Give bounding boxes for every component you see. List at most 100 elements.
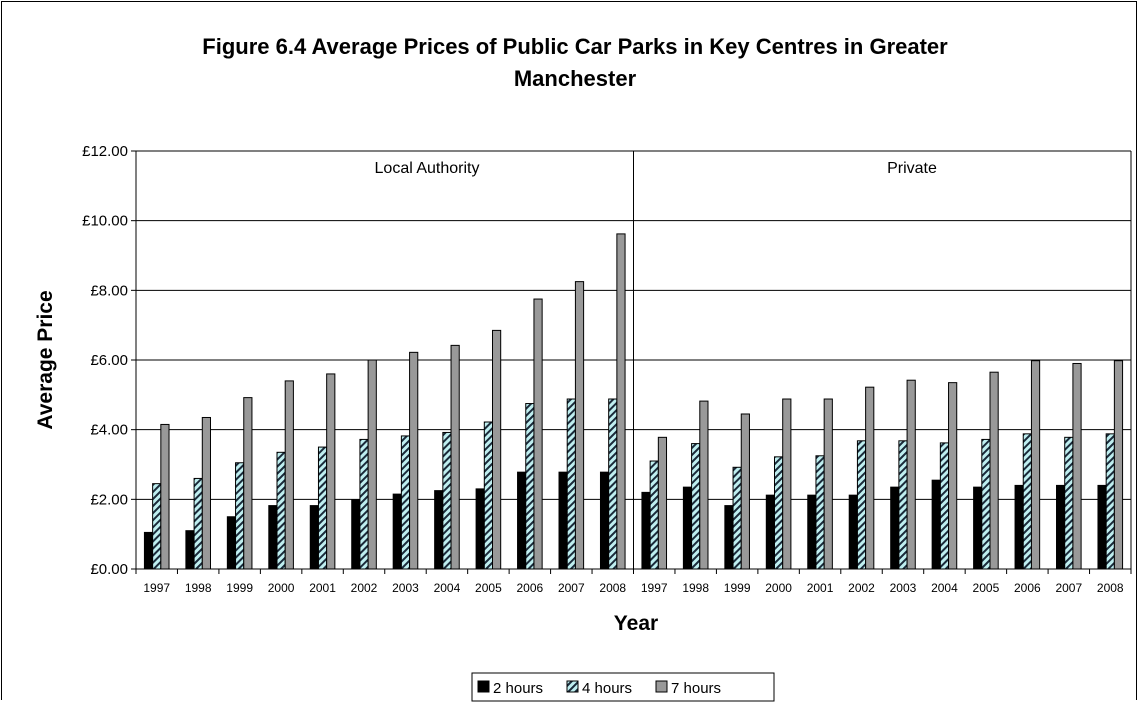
legend-swatch-7-hours <box>655 680 668 693</box>
bar-local-authority-1999-4-hours <box>235 462 245 570</box>
xtick-label-private-2005: 2005 <box>973 581 1000 595</box>
chart-title-line-2: Manchester <box>514 66 637 91</box>
bar-local-authority-2004-4-hours <box>442 431 452 570</box>
bar-local-authority-1997-4-hours <box>152 483 162 570</box>
ytick-label-1: £2.00 <box>90 491 128 508</box>
bar-private-1998-4-hours <box>691 443 701 570</box>
bar-private-2002-2-hours <box>848 494 858 570</box>
bar-local-authority-2007-4-hours <box>566 398 576 570</box>
bar-local-authority-2000-7-hours <box>284 380 294 570</box>
bar-private-2006-2-hours <box>1014 484 1024 570</box>
bar-private-2007-2-hours <box>1056 484 1066 570</box>
bar-private-2005-7-hours <box>989 371 999 570</box>
xtick-label-private-1997: 1997 <box>641 581 668 595</box>
xtick-label-private-2006: 2006 <box>1014 581 1041 595</box>
bar-private-1999-4-hours <box>732 466 742 570</box>
bar-private-2001-7-hours <box>823 398 833 570</box>
xtick-label-local-authority-2007: 2007 <box>558 581 585 595</box>
panel-label-local-authority: Local Authority <box>375 160 480 177</box>
bars <box>143 233 1124 570</box>
bar-private-1998-2-hours <box>682 486 693 570</box>
bar-private-1997-7-hours <box>657 436 668 570</box>
legend-label-7-hours: 7 hours <box>671 680 721 697</box>
bar-local-authority-2003-2-hours <box>392 493 402 570</box>
bar-local-authority-2001-4-hours <box>317 446 328 570</box>
bar-local-authority-2002-2-hours <box>351 499 361 570</box>
bar-private-2000-2-hours <box>765 494 775 570</box>
x-axis-title: Year <box>614 612 658 635</box>
legend-swatch-2-hours <box>477 680 490 693</box>
bar-local-authority-2007-7-hours <box>574 281 585 570</box>
bar-private-2004-4-hours <box>939 442 950 570</box>
y-axis-title: Average Price <box>34 290 57 429</box>
bar-private-2003-2-hours <box>890 486 900 570</box>
bar-private-2001-2-hours <box>807 494 817 570</box>
bar-local-authority-2005-4-hours <box>483 421 493 570</box>
bar-local-authority-2005-7-hours <box>492 329 502 570</box>
legend-swatch-4-hours <box>566 680 579 693</box>
bar-private-2005-2-hours <box>973 486 983 570</box>
bar-local-authority-2007-2-hours <box>558 471 568 570</box>
bar-local-authority-2008-2-hours <box>599 471 610 570</box>
xtick-label-local-authority-2002: 2002 <box>351 581 378 595</box>
bar-private-1998-7-hours <box>699 400 709 570</box>
bar-local-authority-2008-7-hours <box>616 233 626 570</box>
bar-private-2004-7-hours <box>948 382 958 570</box>
ytick-label-5: £10.00 <box>82 213 128 230</box>
bar-private-2007-7-hours <box>1072 362 1082 570</box>
xtick-label-private-2004: 2004 <box>931 581 958 595</box>
bar-private-2003-7-hours <box>906 379 916 570</box>
bar-local-authority-1997-7-hours <box>160 423 170 570</box>
xtick-label-local-authority-2006: 2006 <box>516 581 543 595</box>
bar-local-authority-2008-4-hours <box>608 398 618 570</box>
bar-private-1999-7-hours <box>740 413 750 570</box>
bar-private-2006-4-hours <box>1022 433 1032 570</box>
bar-private-2001-4-hours <box>815 455 825 570</box>
bar-local-authority-2004-7-hours <box>450 344 460 570</box>
xtick-label-private-2001: 2001 <box>807 581 834 595</box>
legend: 2 hours 4 hours 7 hours <box>471 672 775 702</box>
xtick-label-local-authority-1998: 1998 <box>185 581 212 595</box>
ytick-label-3: £6.00 <box>90 352 128 369</box>
ytick-label-4: £8.00 <box>90 282 128 299</box>
bar-private-2005-4-hours <box>981 438 991 570</box>
legend-label-2-hours: 2 hours <box>493 680 543 697</box>
bar-local-authority-2006-4-hours <box>525 403 535 570</box>
x-tick-labels: 1997 1998 1999 2000 2001 2002 2003 2004 2005 2006… <box>143 581 1124 595</box>
bar-local-authority-2006-7-hours <box>533 298 543 570</box>
xtick-label-private-1999: 1999 <box>724 581 751 595</box>
bar-private-2004-2-hours <box>931 479 941 570</box>
bar-private-2002-4-hours <box>856 440 867 570</box>
bar-private-2000-7-hours <box>782 398 792 570</box>
bar-private-2008-4-hours <box>1105 433 1115 570</box>
ytick-label-2: £4.00 <box>90 422 128 439</box>
xtick-label-local-authority-1997: 1997 <box>143 581 170 595</box>
bar-private-2006-7-hours <box>1030 360 1041 570</box>
ytick-label-6: £12.00 <box>82 143 128 160</box>
chart-title-line-1: Figure 6.4 Average Prices of Public Car … <box>202 34 948 59</box>
bar-local-authority-1999-2-hours <box>226 516 237 570</box>
bar-local-authority-2002-4-hours <box>359 438 369 570</box>
xtick-label-local-authority-2008: 2008 <box>599 581 626 595</box>
xtick-label-private-2007: 2007 <box>1055 581 1082 595</box>
xtick-label-local-authority-2005: 2005 <box>475 581 502 595</box>
bar-private-2008-7-hours <box>1113 360 1124 570</box>
xtick-label-private-2002: 2002 <box>848 581 875 595</box>
bar-local-authority-2001-7-hours <box>326 373 336 570</box>
bar-local-authority-1997-2-hours <box>143 531 154 570</box>
bar-local-authority-2003-4-hours <box>400 435 411 570</box>
legend-label-4-hours: 4 hours <box>582 680 632 697</box>
bar-local-authority-1999-7-hours <box>243 397 253 570</box>
xtick-label-local-authority-2003: 2003 <box>392 581 419 595</box>
xtick-label-local-authority-2004: 2004 <box>434 581 461 595</box>
panel-label-private: Private <box>887 160 937 177</box>
bar-private-2000-4-hours <box>774 456 784 570</box>
bar-private-2002-7-hours <box>865 386 875 570</box>
xtick-label-private-2003: 2003 <box>890 581 917 595</box>
bar-local-authority-2006-2-hours <box>517 471 527 570</box>
y-tick-labels: £0.00 £2.00 £4.00 £6.00 £8.00 £10.00 £12.00 <box>82 143 128 578</box>
bar-local-authority-2000-4-hours <box>276 451 286 570</box>
xtick-label-private-2000: 2000 <box>765 581 792 595</box>
bar-private-2003-4-hours <box>898 440 908 570</box>
